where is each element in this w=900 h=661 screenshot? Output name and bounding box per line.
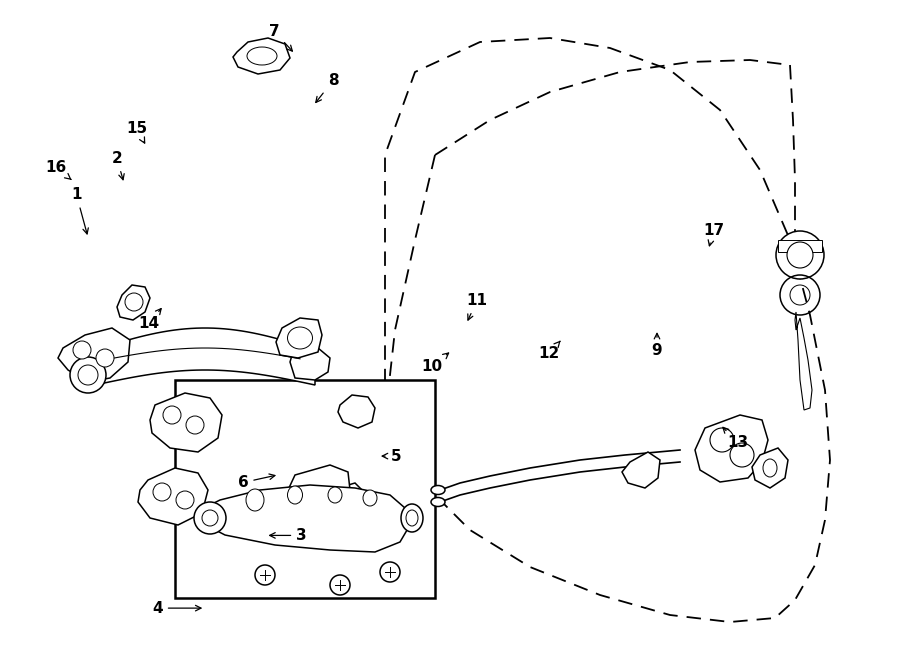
Circle shape [787,242,813,268]
Circle shape [380,562,400,582]
Text: 4: 4 [152,601,201,615]
Text: 11: 11 [466,293,488,320]
Ellipse shape [431,498,445,506]
Text: 14: 14 [138,309,161,331]
Text: 5: 5 [382,449,401,463]
Polygon shape [338,483,365,508]
Circle shape [78,365,98,385]
Text: 7: 7 [269,24,292,51]
Polygon shape [752,448,788,488]
Ellipse shape [287,486,302,504]
Text: 9: 9 [652,333,662,358]
Ellipse shape [328,487,342,503]
Circle shape [255,565,275,585]
Text: 12: 12 [538,341,560,361]
Circle shape [163,406,181,424]
Ellipse shape [247,47,277,65]
Polygon shape [200,485,410,552]
Polygon shape [117,285,150,320]
Ellipse shape [246,489,264,511]
Text: 3: 3 [270,528,307,543]
Ellipse shape [287,327,312,349]
Ellipse shape [431,485,445,494]
Circle shape [186,416,204,434]
Polygon shape [795,312,812,410]
Text: 6: 6 [238,474,274,490]
Circle shape [330,575,350,595]
Circle shape [176,491,194,509]
Ellipse shape [401,504,423,532]
Polygon shape [290,345,330,380]
Text: 2: 2 [112,151,124,180]
Polygon shape [138,468,208,525]
Polygon shape [338,395,375,428]
Text: 10: 10 [421,353,448,374]
Ellipse shape [763,459,777,477]
Circle shape [153,483,171,501]
Polygon shape [276,318,322,358]
Polygon shape [288,465,350,512]
Text: 13: 13 [723,428,749,450]
Circle shape [710,428,734,452]
Circle shape [202,510,218,526]
Bar [175,380,435,598]
Polygon shape [233,38,290,74]
Polygon shape [58,328,130,382]
Text: 16: 16 [45,160,71,179]
Circle shape [194,502,226,534]
Text: 1: 1 [71,188,88,234]
Circle shape [776,231,824,279]
Text: 8: 8 [316,73,338,102]
Circle shape [730,443,754,467]
Polygon shape [95,328,315,385]
Ellipse shape [406,510,418,526]
Ellipse shape [363,490,377,506]
Polygon shape [695,415,768,482]
Polygon shape [778,240,822,252]
Text: 17: 17 [703,223,724,246]
Text: 15: 15 [126,122,148,143]
Circle shape [125,293,143,311]
Circle shape [73,341,91,359]
Circle shape [70,357,106,393]
Polygon shape [622,452,660,488]
Circle shape [96,349,114,367]
Polygon shape [150,393,222,452]
